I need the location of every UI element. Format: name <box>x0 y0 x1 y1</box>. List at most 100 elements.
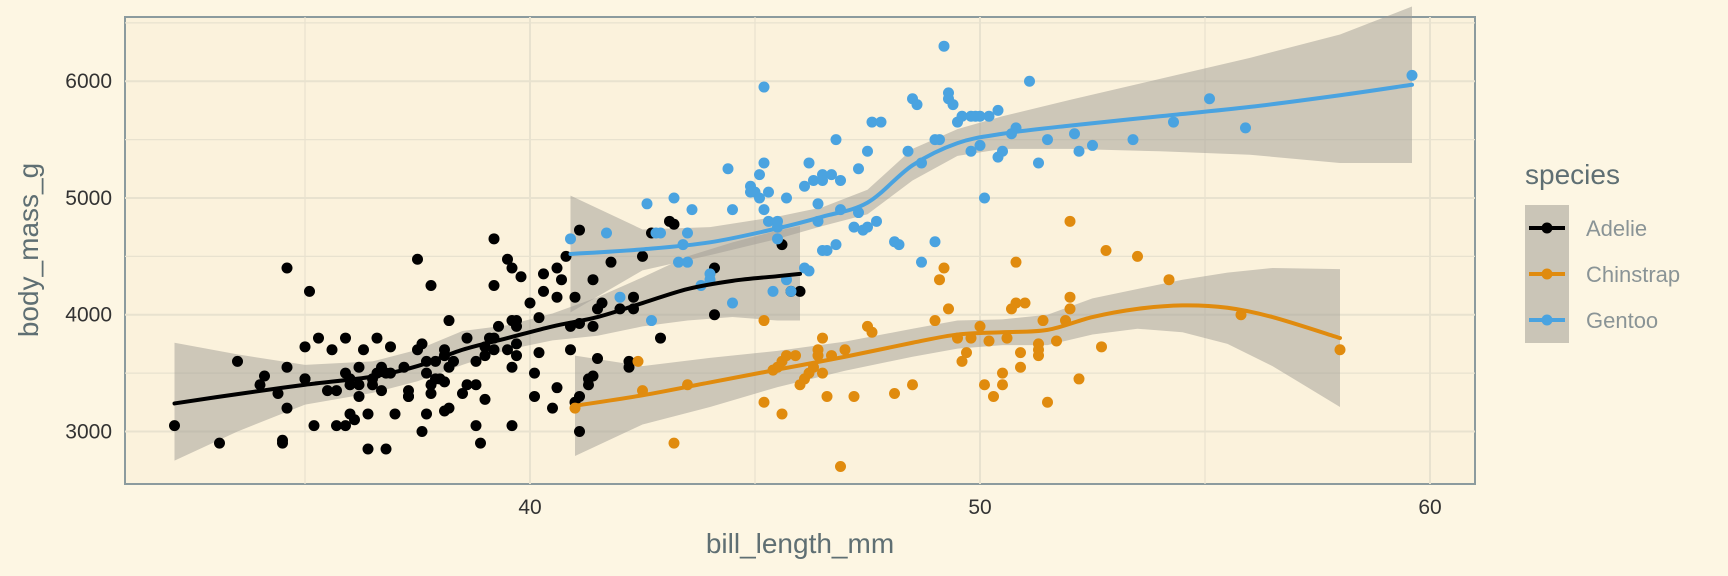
data-point-chinstrap <box>668 437 680 449</box>
data-point-gentoo <box>830 239 842 251</box>
data-point-gentoo <box>1073 145 1085 157</box>
data-point-chinstrap <box>938 262 950 274</box>
data-point-adelie <box>358 344 369 356</box>
data-point-adelie <box>362 408 374 420</box>
data-point-adelie <box>569 291 581 303</box>
data-point-adelie <box>439 376 450 388</box>
data-point-adelie <box>425 280 437 292</box>
data-point-adelie <box>551 382 563 394</box>
data-point-adelie <box>385 341 396 353</box>
data-point-adelie <box>556 274 567 286</box>
data-point-adelie <box>488 233 500 245</box>
data-point-gentoo <box>965 145 977 157</box>
data-point-adelie <box>353 361 365 373</box>
data-point-gentoo <box>614 291 626 303</box>
data-point-adelie <box>340 420 351 432</box>
data-point-adelie <box>461 379 473 391</box>
data-point-gentoo <box>565 233 576 245</box>
data-point-gentoo <box>808 174 819 186</box>
data-point-gentoo <box>799 180 810 192</box>
data-point-gentoo <box>727 297 738 309</box>
data-point-adelie <box>488 280 500 292</box>
data-point-gentoo <box>916 256 927 268</box>
data-point-adelie <box>587 274 599 286</box>
data-point-gentoo <box>862 221 873 233</box>
data-point-adelie <box>389 408 401 420</box>
data-point-adelie <box>299 341 311 353</box>
legend-keys: Adelie Chinstrap Gentoo <box>1525 205 1680 343</box>
data-point-gentoo <box>745 186 756 198</box>
data-point-gentoo <box>974 139 986 151</box>
data-point-adelie <box>362 443 374 455</box>
data-point-adelie <box>259 370 270 382</box>
data-point-adelie <box>583 379 594 391</box>
data-point-chinstrap <box>1037 315 1049 327</box>
data-point-adelie <box>587 370 599 382</box>
data-point-gentoo <box>686 204 698 216</box>
data-point-chinstrap <box>758 396 770 408</box>
data-point-gentoo <box>1024 75 1035 87</box>
data-point-gentoo <box>866 116 878 128</box>
data-point-adelie <box>340 332 351 344</box>
data-point-gentoo <box>871 215 882 227</box>
data-point-adelie <box>623 355 635 367</box>
data-point-chinstrap <box>1015 361 1026 373</box>
data-point-gentoo <box>956 110 968 122</box>
data-point-adelie <box>169 420 180 432</box>
data-point-chinstrap <box>943 303 954 315</box>
data-point-chinstrap <box>1015 347 1026 359</box>
data-point-chinstrap <box>961 347 972 359</box>
data-point-gentoo <box>655 227 666 239</box>
data-point-chinstrap <box>781 350 792 362</box>
data-point-gentoo <box>785 285 797 297</box>
data-point-adelie <box>511 338 522 350</box>
data-point-gentoo <box>983 110 995 122</box>
data-point-adelie <box>421 408 432 420</box>
data-point-adelie <box>304 285 315 297</box>
data-point-gentoo <box>848 221 860 233</box>
data-point-adelie <box>344 379 356 391</box>
x-tick-label: 60 <box>1418 496 1441 519</box>
data-point-gentoo <box>1127 134 1139 146</box>
data-point-chinstrap <box>988 390 999 402</box>
data-point-gentoo <box>803 157 815 169</box>
data-point-adelie <box>232 355 243 367</box>
data-point-gentoo <box>1406 69 1418 81</box>
legend-key-point <box>1541 222 1553 234</box>
data-point-chinstrap <box>974 320 986 332</box>
data-point-gentoo <box>929 236 941 248</box>
data-point-chinstrap <box>1001 332 1013 344</box>
data-point-chinstrap <box>1019 297 1031 309</box>
data-point-chinstrap <box>956 355 968 367</box>
data-point-gentoo <box>1087 139 1098 151</box>
y-axis-title: body_mass_g <box>13 163 44 337</box>
data-point-adelie <box>416 338 428 350</box>
data-point-adelie <box>214 437 225 449</box>
data-point-adelie <box>587 320 599 332</box>
data-point-gentoo <box>601 227 612 239</box>
data-point-chinstrap <box>979 379 990 391</box>
data-point-gentoo <box>911 99 923 111</box>
data-point-adelie <box>668 218 680 230</box>
data-point-chinstrap <box>812 350 824 362</box>
data-point-chinstrap <box>839 344 851 356</box>
data-point-chinstrap <box>632 355 644 367</box>
data-point-adelie <box>331 420 342 432</box>
data-point-adelie <box>353 390 365 402</box>
data-point-chinstrap <box>1163 274 1175 286</box>
data-point-chinstrap <box>997 367 1008 379</box>
smooth-lines <box>172 82 1414 408</box>
data-point-adelie <box>479 350 491 362</box>
data-point-adelie <box>353 379 365 391</box>
data-point-adelie <box>254 379 266 391</box>
data-point-adelie <box>592 352 603 364</box>
data-point-adelie <box>457 388 468 400</box>
data-point-chinstrap <box>934 274 945 286</box>
data-point-gentoo <box>938 40 950 52</box>
data-point-adelie <box>524 297 536 309</box>
data-point-gentoo <box>1168 116 1179 128</box>
data-point-gentoo <box>763 215 774 227</box>
data-point-gentoo <box>758 204 770 216</box>
data-point-chinstrap <box>866 326 878 338</box>
